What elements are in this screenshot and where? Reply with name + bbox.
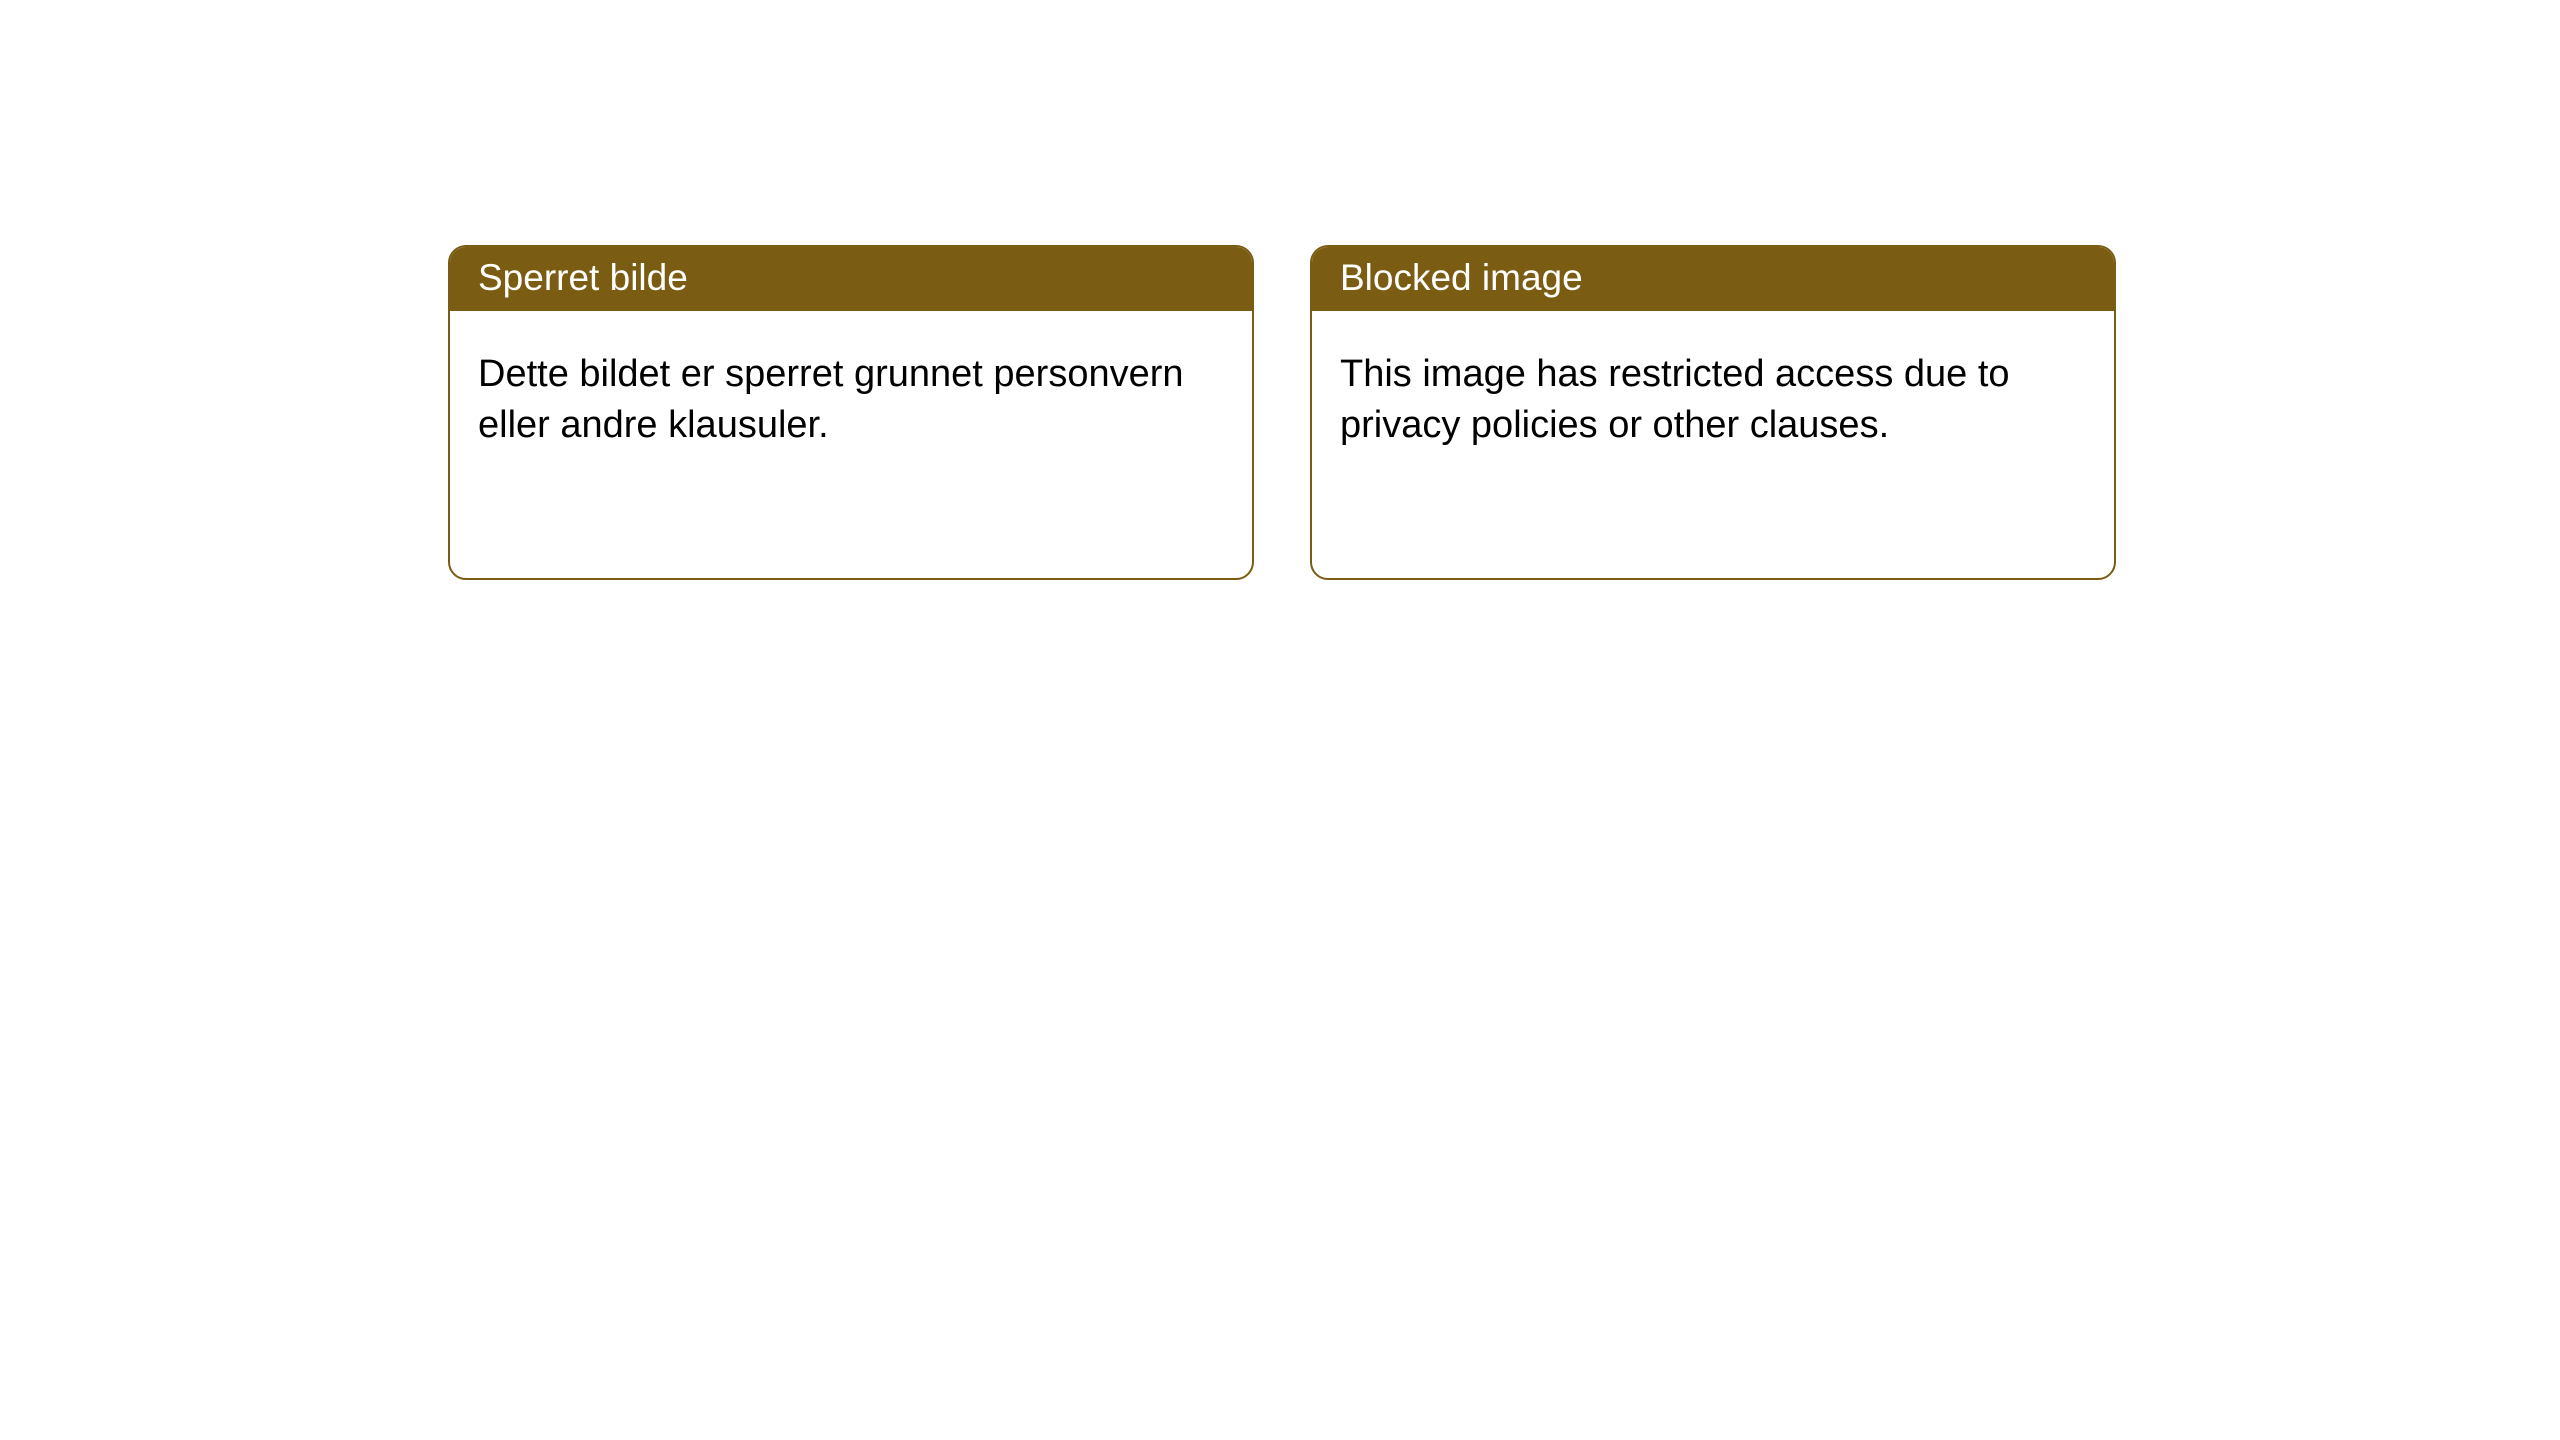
card-body-no: Dette bildet er sperret grunnet personve… xyxy=(450,311,1252,480)
blocked-image-card-en: Blocked image This image has restricted … xyxy=(1310,245,2116,580)
card-header-no: Sperret bilde xyxy=(450,247,1252,311)
card-header-en: Blocked image xyxy=(1312,247,2114,311)
card-container: Sperret bilde Dette bildet er sperret gr… xyxy=(0,0,2560,580)
blocked-image-card-no: Sperret bilde Dette bildet er sperret gr… xyxy=(448,245,1254,580)
card-body-en: This image has restricted access due to … xyxy=(1312,311,2114,480)
